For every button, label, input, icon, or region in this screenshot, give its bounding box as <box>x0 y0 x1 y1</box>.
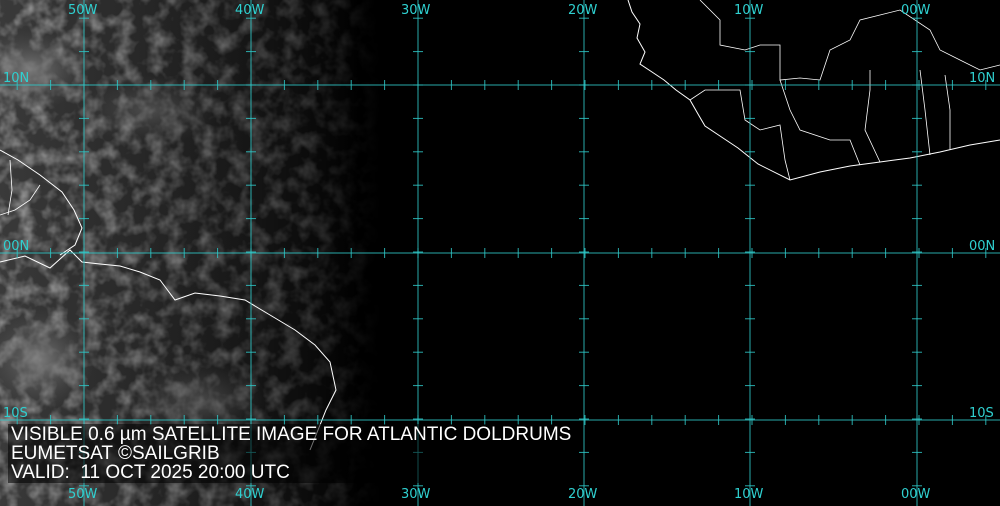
guiana-coastline <box>0 149 83 256</box>
lon-label-top: 30W <box>401 3 431 18</box>
lat-label-right: 00N <box>969 239 996 254</box>
lat-label-left: 10N <box>3 71 30 86</box>
lon-label-bottom: 00W <box>901 487 931 502</box>
africa-coastline <box>627 0 1000 181</box>
south-america-coastline <box>0 249 337 451</box>
caption-valid-time: VALID: 11 OCT 2025 20:00 UTC <box>11 462 290 483</box>
lon-label-top: 20W <box>568 3 598 18</box>
lon-label-bottom: 20W <box>568 487 598 502</box>
caption-credit: EUMETSAT ©SAILGRIB <box>11 443 220 464</box>
lon-label-bottom: 30W <box>401 487 431 502</box>
lon-label-bottom: 40W <box>235 487 265 502</box>
lon-label-bottom: 50W <box>68 487 98 502</box>
lat-label-left: 10S <box>3 406 28 421</box>
lat-label-left: 00N <box>3 239 30 254</box>
lon-label-bottom: 10W <box>734 487 764 502</box>
lon-label-top: 00W <box>901 3 931 18</box>
caption-title: VISIBLE 0.6 µm SATELLITE IMAGE FOR ATLAN… <box>11 424 572 445</box>
lon-label-top: 40W <box>235 3 265 18</box>
lat-label-right: 10S <box>969 406 994 421</box>
image-caption: VISIBLE 0.6 µm SATELLITE IMAGE FOR ATLAN… <box>8 424 576 483</box>
lon-label-top: 10W <box>734 3 764 18</box>
lat-label-right: 10N <box>969 71 996 86</box>
africa-borders <box>699 0 1000 81</box>
lon-label-top: 50W <box>68 3 98 18</box>
